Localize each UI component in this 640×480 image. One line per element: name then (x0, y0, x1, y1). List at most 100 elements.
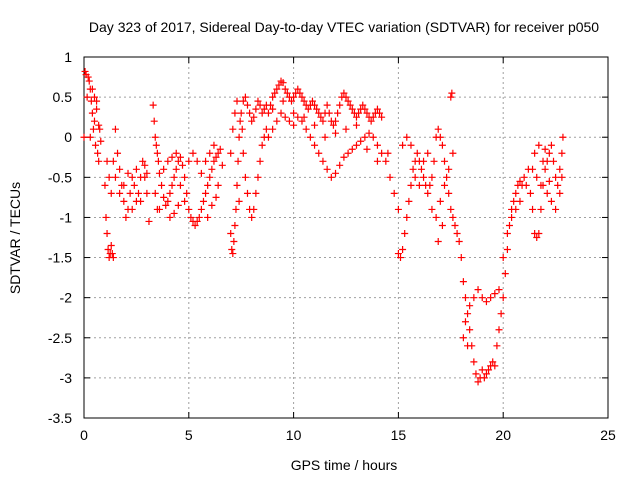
data-point (204, 181, 212, 189)
data-point (436, 133, 444, 141)
data-point (319, 157, 327, 165)
data-point (170, 173, 178, 181)
data-point (285, 117, 293, 125)
data-point (162, 201, 170, 209)
data-point (543, 189, 551, 197)
data-point (424, 149, 432, 157)
data-point (232, 205, 240, 213)
data-point (103, 229, 111, 237)
data-point (382, 157, 390, 165)
data-point (319, 117, 327, 125)
data-point (90, 117, 98, 125)
data-point (212, 153, 220, 161)
data-point (105, 173, 113, 181)
data-point (96, 125, 104, 133)
data-point (154, 157, 162, 165)
data-point (482, 370, 490, 378)
data-point (373, 157, 381, 165)
data-point (260, 105, 268, 113)
data-point (269, 93, 277, 101)
data-point (426, 181, 434, 189)
data-point (407, 141, 415, 149)
data-point (210, 141, 218, 149)
data-point (172, 165, 180, 173)
data-point (153, 205, 161, 213)
data-point (300, 113, 308, 121)
y-tick-label: -3.5 (48, 410, 72, 426)
data-point (535, 229, 543, 237)
data-point (365, 129, 373, 137)
data-point (97, 137, 105, 145)
data-point (126, 189, 134, 197)
data-point (505, 221, 513, 229)
data-point (202, 189, 210, 197)
data-point (315, 149, 323, 157)
data-point (556, 165, 564, 173)
data-point (141, 173, 149, 181)
data-point (342, 125, 350, 133)
data-point (208, 201, 216, 209)
data-point (526, 189, 534, 197)
data-point (132, 165, 140, 173)
data-point (325, 109, 333, 117)
data-point (434, 238, 442, 246)
x-tick-label: 5 (185, 427, 193, 443)
data-point (290, 93, 298, 101)
data-point (533, 173, 541, 181)
data-point (308, 97, 316, 105)
y-tick-label: -3 (60, 370, 73, 386)
data-point (559, 133, 567, 141)
data-point (250, 205, 258, 213)
data-point (499, 254, 507, 262)
data-point (158, 181, 166, 189)
data-point (441, 157, 449, 165)
data-point (114, 149, 122, 157)
data-point (459, 278, 467, 286)
data-point (294, 113, 302, 121)
data-point (420, 157, 428, 165)
data-point (522, 181, 530, 189)
data-point (206, 149, 214, 157)
data-point (495, 286, 503, 294)
data-point (254, 173, 262, 181)
data-point (88, 109, 96, 117)
data-point (218, 161, 226, 169)
plot-frame (83, 56, 609, 419)
y-tick-label: 1 (64, 49, 72, 65)
data-point (187, 213, 195, 221)
data-point (298, 117, 306, 125)
data-point (283, 89, 291, 97)
data-point (302, 125, 310, 133)
data-point (172, 149, 180, 157)
data-point (390, 189, 398, 197)
data-point (195, 213, 203, 221)
data-point (229, 125, 237, 133)
grid (84, 57, 608, 418)
data-point (104, 246, 112, 254)
data-point (139, 157, 147, 165)
data-point (478, 294, 486, 302)
data-point (529, 205, 537, 213)
data-point (239, 97, 247, 105)
data-point (434, 125, 442, 133)
data-point (134, 189, 142, 197)
data-point (258, 141, 266, 149)
data-point (510, 197, 518, 205)
data-point (179, 161, 187, 169)
data-point (155, 169, 163, 177)
data-point (533, 234, 541, 241)
data-point (202, 157, 210, 165)
data-point (432, 213, 440, 221)
data-point (552, 173, 560, 181)
data-point (152, 141, 160, 149)
data-point (273, 85, 281, 93)
data-point (424, 189, 432, 197)
data-point (208, 165, 216, 173)
data-point (296, 89, 304, 97)
data-point (252, 105, 260, 113)
data-point (170, 209, 178, 217)
data-point (248, 117, 256, 125)
data-point (120, 197, 128, 205)
data-point (116, 165, 124, 173)
data-point (489, 358, 497, 366)
